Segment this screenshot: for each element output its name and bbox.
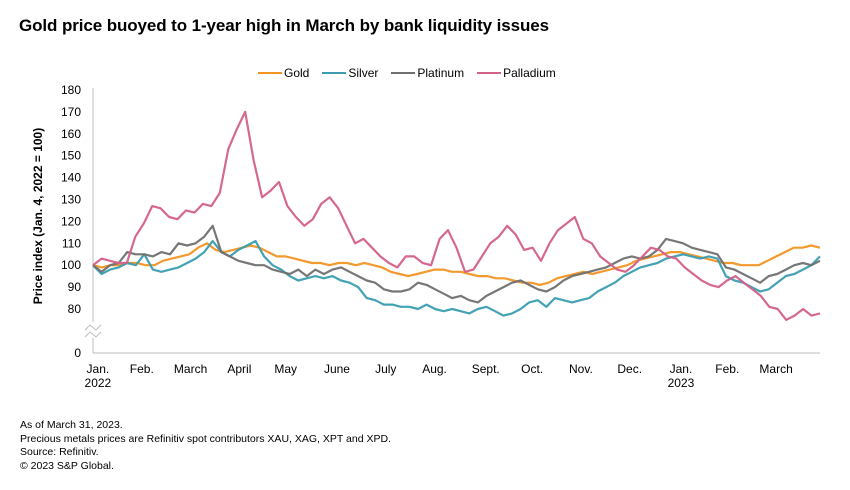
legend-label-gold: Gold [284, 66, 310, 80]
x-tick-label: April [227, 362, 251, 376]
y-tick-label: 80 [68, 302, 82, 316]
axes [84, 88, 820, 354]
x-tick-label: Jan. [670, 362, 693, 376]
x-tick-year-label: 2023 [668, 376, 695, 390]
footer-notes: As of March 31, 2023. Precious metals pr… [20, 419, 391, 473]
x-tick-year-label: 2022 [85, 376, 112, 390]
x-tick-label: Jan. [87, 362, 110, 376]
y-tick-label: 140 [61, 171, 81, 185]
footer-date: As of March 31, 2023. [20, 419, 123, 431]
y-tick-label: 130 [61, 193, 81, 207]
y-axis-label: Price index (Jan. 4, 2022 = 100) [31, 128, 45, 304]
y-tick-label: 100 [61, 258, 81, 272]
x-tick-label: Dec. [617, 362, 642, 376]
series-line-gold [92, 242, 821, 286]
series-line-palladium [92, 110, 821, 321]
x-tick-label: May [274, 362, 297, 376]
chart-title: Gold price buoyed to 1-year high in Marc… [19, 16, 549, 35]
x-tick-label: March [174, 362, 207, 376]
legend-item-silver: Silver [322, 66, 378, 80]
legend: Gold Silver Platinum Palladium [258, 66, 569, 80]
y-tick-label: 0 [74, 346, 81, 360]
legend-swatch-platinum [391, 72, 416, 74]
x-tick-label: Sept. [472, 362, 500, 376]
y-tick-label: 150 [61, 149, 81, 163]
x-tick-label: June [324, 362, 350, 376]
axis-break-mark-upper [84, 324, 102, 331]
y-tick-label: 180 [61, 83, 81, 97]
y-tick-label: 160 [61, 127, 81, 141]
legend-label-palladium: Palladium [503, 66, 556, 80]
footer-copyright: © 2023 S&P Global. [20, 459, 114, 472]
series-line-platinum [92, 224, 821, 304]
legend-item-platinum: Platinum [391, 66, 464, 80]
x-tick-label: Oct. [521, 362, 543, 376]
footer-note: Precious metals prices are Refinitiv spo… [20, 432, 391, 445]
legend-item-palladium: Palladium [477, 66, 556, 80]
x-tick-label: Feb. [715, 362, 739, 376]
y-tick-label: 170 [61, 105, 81, 119]
y-tick-label: 110 [62, 236, 81, 250]
y-tick-labels: 0 80 90 100 110 120 130 140 150 160 170 180 [61, 83, 81, 360]
x-tick-label: July [375, 362, 396, 376]
legend-label-platinum: Platinum [417, 66, 465, 80]
legend-label-silver: Silver [348, 66, 379, 80]
legend-item-gold: Gold [258, 66, 309, 80]
legend-swatch-silver [322, 72, 347, 74]
y-tick-label: 120 [61, 214, 81, 228]
x-tick-label: Feb. [130, 362, 154, 376]
x-tick-label: March [759, 362, 792, 376]
series-line-silver [92, 240, 821, 317]
x-tick-label: Aug. [422, 362, 447, 376]
axis-break-mark-lower [84, 331, 102, 338]
legend-swatch-palladium [477, 72, 502, 74]
x-tick-label: Nov. [569, 362, 593, 376]
legend-swatch-gold [258, 72, 282, 74]
series-lines [92, 110, 821, 321]
footer-source: Source: Refinitiv. [20, 446, 99, 458]
y-tick-label: 90 [68, 280, 82, 294]
